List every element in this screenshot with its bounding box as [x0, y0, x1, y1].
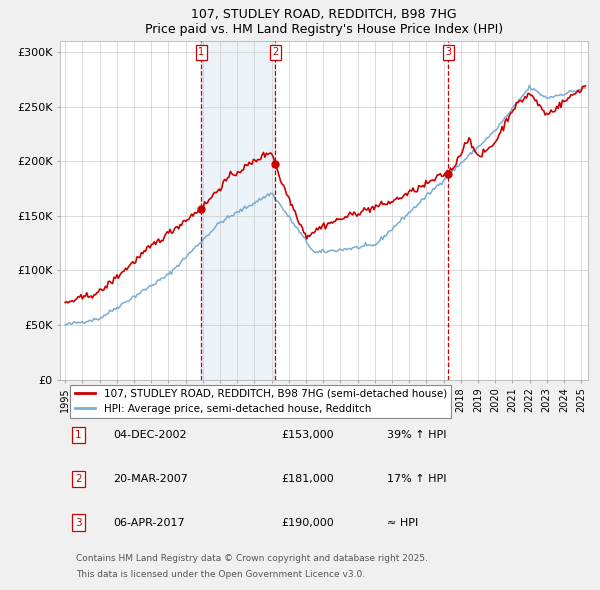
Text: This data is licensed under the Open Government Licence v3.0.: This data is licensed under the Open Gov…: [76, 570, 365, 579]
Text: 04-DEC-2002: 04-DEC-2002: [113, 430, 187, 440]
Legend: 107, STUDLEY ROAD, REDDITCH, B98 7HG (semi-detached house), HPI: Average price, : 107, STUDLEY ROAD, REDDITCH, B98 7HG (se…: [70, 385, 451, 418]
Text: Contains HM Land Registry data © Crown copyright and database right 2025.: Contains HM Land Registry data © Crown c…: [76, 554, 428, 563]
Text: 1: 1: [199, 47, 205, 57]
Text: 2: 2: [272, 47, 278, 57]
Text: 1: 1: [75, 430, 82, 440]
Text: 39% ↑ HPI: 39% ↑ HPI: [388, 430, 447, 440]
Text: 17% ↑ HPI: 17% ↑ HPI: [388, 474, 447, 484]
Text: 3: 3: [75, 517, 82, 527]
Text: £190,000: £190,000: [282, 517, 335, 527]
Text: £181,000: £181,000: [282, 474, 335, 484]
Text: 06-APR-2017: 06-APR-2017: [113, 517, 184, 527]
Text: £153,000: £153,000: [282, 430, 334, 440]
Text: 3: 3: [445, 47, 451, 57]
Text: 2: 2: [75, 474, 82, 484]
Bar: [202, 41, 275, 379]
Title: 107, STUDLEY ROAD, REDDITCH, B98 7HG
Price paid vs. HM Land Registry's House Pri: 107, STUDLEY ROAD, REDDITCH, B98 7HG Pri…: [145, 8, 503, 36]
Text: 20-MAR-2007: 20-MAR-2007: [113, 474, 188, 484]
Text: ≈ HPI: ≈ HPI: [388, 517, 419, 527]
